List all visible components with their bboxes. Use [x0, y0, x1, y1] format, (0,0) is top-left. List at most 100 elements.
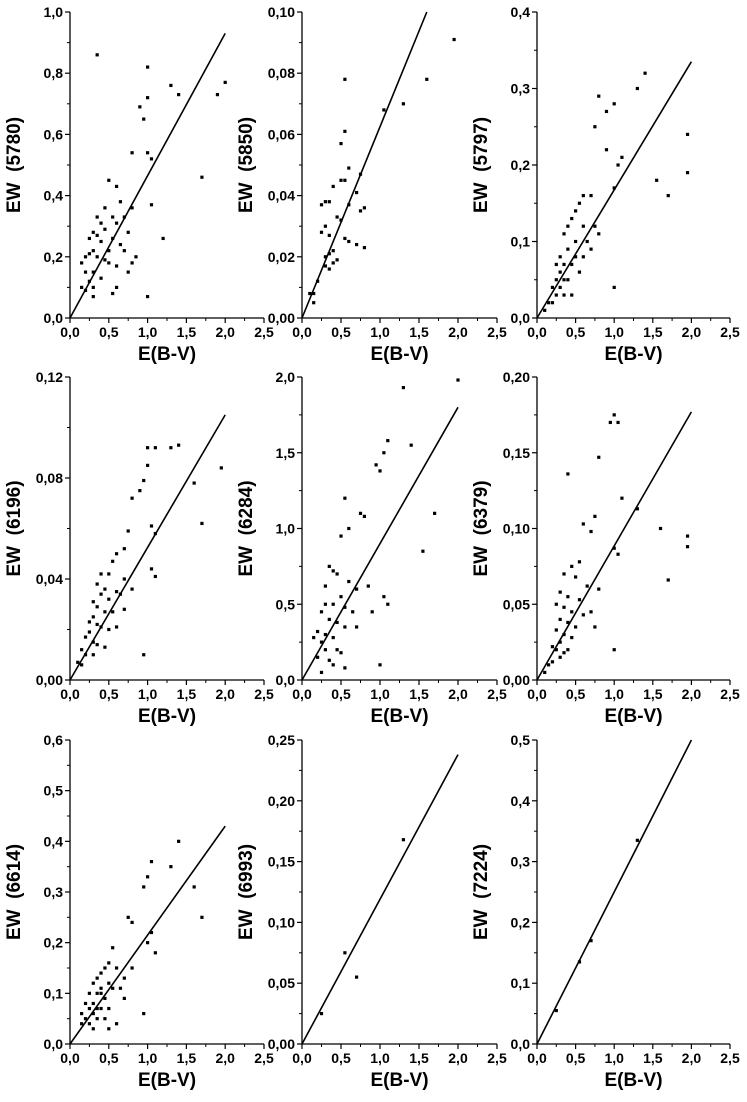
x-tick-label: 0,0: [292, 1050, 312, 1066]
x-tick-label: 2,0: [448, 1050, 468, 1066]
data-point: [87, 620, 91, 624]
x-tick-label: 2,5: [487, 1050, 507, 1066]
data-point: [114, 590, 119, 594]
data-point: [91, 270, 95, 274]
data-point: [386, 439, 390, 443]
y-tick-label: 0,04: [268, 188, 295, 204]
data-point: [612, 186, 616, 190]
data-point: [581, 522, 585, 526]
data-point: [554, 628, 558, 632]
data-point: [355, 587, 359, 591]
data-point: [319, 230, 324, 234]
chart-panel-2: 0,0 0,5 1,0 1,5 2,0 2,50,000,020,040,060,080,…: [236, 4, 507, 365]
data-point: [153, 951, 157, 955]
data-point: [558, 270, 562, 274]
data-point: [593, 514, 597, 518]
fit-line: [301, 406, 459, 681]
x-tick-label: 2,5: [720, 1050, 740, 1066]
y-tick-label: 0,4: [511, 4, 531, 20]
y-axis-title: EW (6993): [236, 844, 257, 940]
chart-panel-1: 0,0 0,5 1,0 1,5 2,0 2,5 0,0 0,2 0,4 0,6 0,8 1,0 E(B-…: [4, 4, 274, 365]
data-point: [134, 255, 138, 259]
data-point: [83, 653, 88, 657]
data-point: [339, 141, 343, 146]
data-point: [574, 255, 578, 259]
x-tick-label: 0,5: [331, 324, 351, 340]
data-point: [558, 617, 562, 621]
y-axis-title: EW (6284): [236, 480, 257, 576]
y-tick-label: 0,00: [503, 672, 530, 688]
data-point: [562, 605, 566, 609]
data-point: [130, 966, 134, 970]
data-point: [366, 584, 370, 588]
data-point: [616, 420, 620, 425]
data-point: [635, 507, 639, 511]
data-point: [130, 206, 134, 210]
y-tick-label: 0,10: [268, 4, 295, 20]
y-tick-label: 0,6: [44, 126, 64, 142]
data-point: [118, 592, 123, 596]
data-point: [319, 1012, 324, 1016]
data-point: [331, 635, 335, 640]
data-point: [608, 420, 612, 425]
data-point: [566, 595, 570, 599]
data-point: [107, 961, 111, 965]
data-point: [107, 261, 111, 265]
data-point: [312, 635, 316, 640]
data-point: [308, 291, 312, 296]
data-point: [146, 463, 150, 467]
data-point: [323, 264, 327, 268]
data-point: [161, 236, 165, 241]
data-point: [666, 578, 670, 582]
data-point: [91, 600, 95, 604]
data-point: [111, 291, 115, 296]
data-point: [685, 534, 690, 538]
data-point: [114, 184, 119, 189]
data-point: [83, 255, 88, 259]
data-point: [616, 552, 620, 556]
data-point: [130, 587, 134, 591]
y-tick-label: 0,4: [511, 793, 531, 809]
x-tick-label: 2,0: [448, 686, 468, 702]
data-point: [589, 529, 593, 534]
data-point: [347, 526, 351, 531]
data-point: [589, 194, 593, 198]
data-point: [323, 224, 327, 228]
data-point: [554, 1008, 558, 1013]
data-point: [95, 215, 99, 219]
x-tick-label: 1,5: [643, 1050, 663, 1066]
data-point: [612, 546, 616, 550]
data-point: [114, 625, 119, 629]
x-tick-label: 0,5: [99, 324, 119, 340]
data-point: [87, 236, 91, 241]
data-point: [146, 151, 150, 155]
data-point: [612, 102, 616, 106]
data-point: [323, 602, 327, 606]
data-point: [130, 920, 134, 924]
fit-line: [69, 414, 226, 681]
data-point: [335, 215, 339, 219]
data-point: [149, 567, 154, 571]
data-point: [103, 227, 107, 231]
data-point: [335, 620, 339, 625]
data-point: [358, 209, 363, 213]
x-axis-title: E(B-V): [370, 1070, 428, 1091]
data-point: [95, 233, 99, 237]
data-point: [589, 939, 593, 943]
data-point: [570, 635, 574, 640]
data-point: [577, 201, 582, 205]
x-tick-label: 1,0: [138, 1050, 158, 1066]
data-point: [554, 648, 558, 652]
fit-line: [301, 11, 428, 319]
data-point: [80, 285, 84, 289]
y-tick-label: 0,3: [511, 81, 531, 97]
data-point: [316, 655, 320, 659]
data-point: [635, 86, 639, 91]
data-point: [95, 255, 99, 259]
data-point: [122, 976, 126, 980]
data-point: [546, 301, 551, 305]
y-tick-label: 0,10: [268, 914, 295, 930]
data-point: [401, 386, 405, 390]
data-point: [111, 236, 115, 241]
x-tick-label: 1,5: [177, 686, 197, 702]
